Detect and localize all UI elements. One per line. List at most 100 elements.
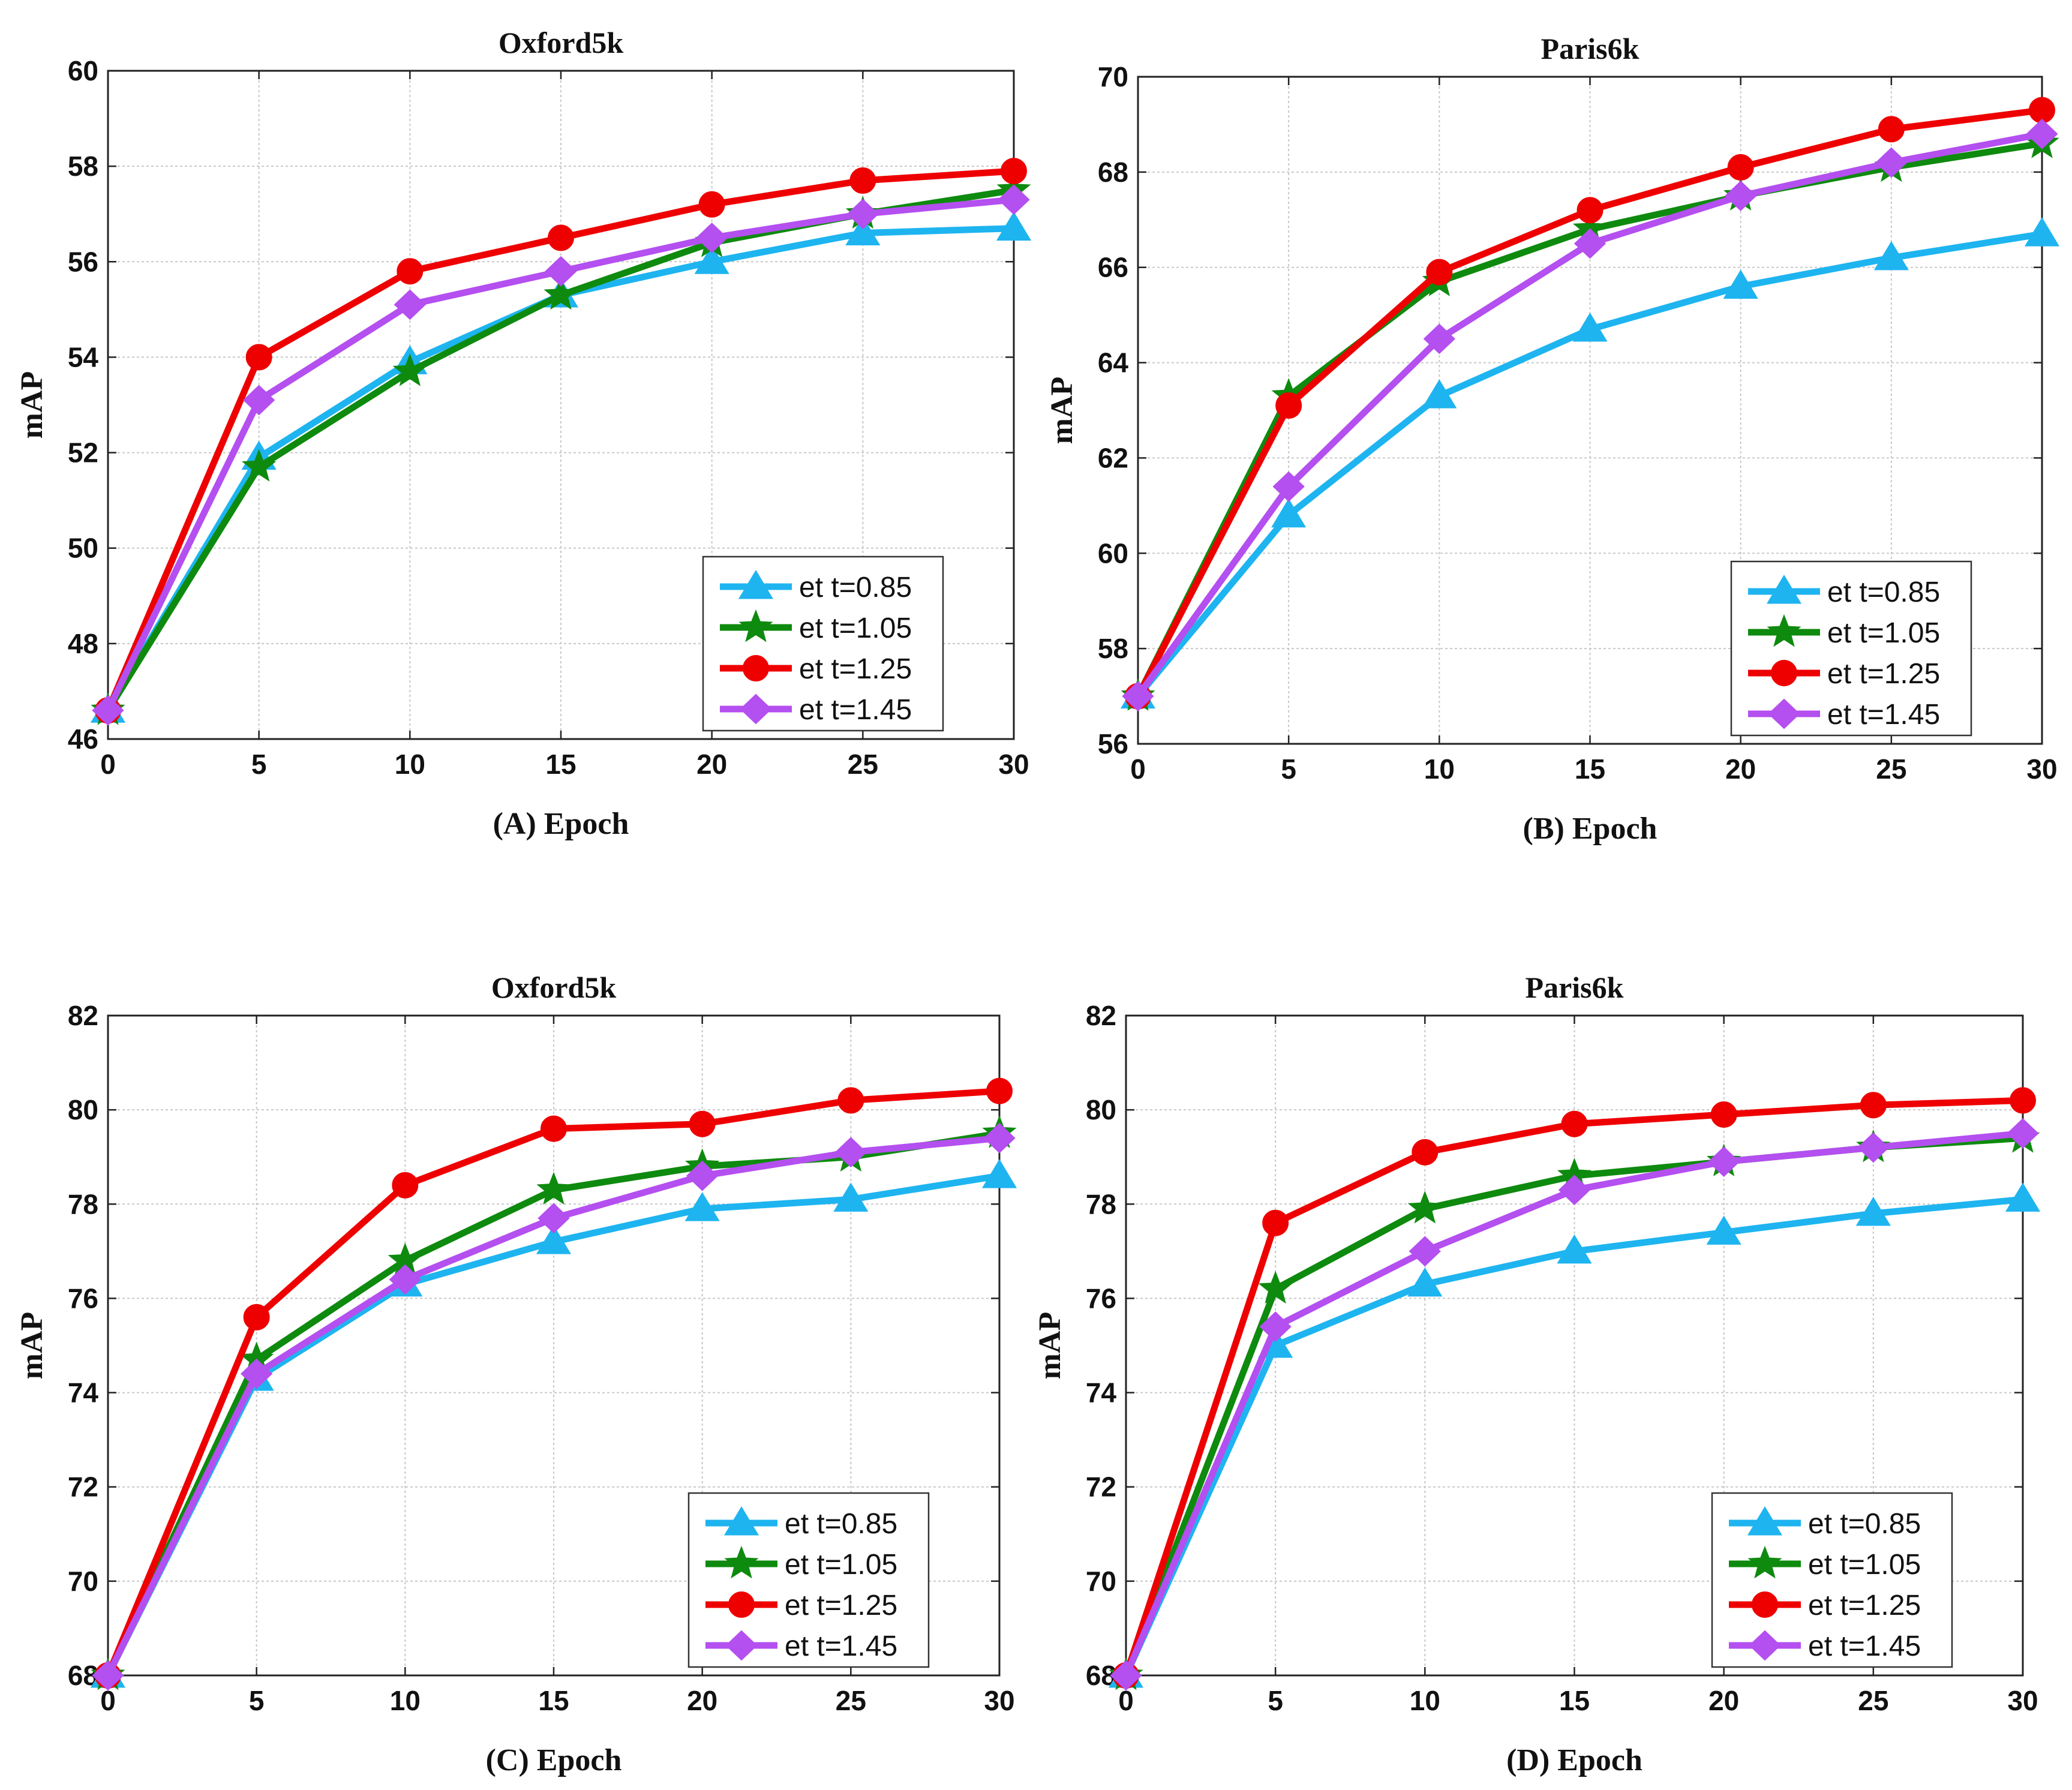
data-point — [1710, 1101, 1737, 1128]
chart-title: Paris6k — [1526, 971, 1624, 1004]
data-point — [1001, 158, 1027, 185]
data-point — [694, 245, 729, 274]
data-point — [92, 1660, 124, 1691]
data-point — [1271, 498, 1307, 528]
y-tick-label: 70 — [1086, 1566, 1116, 1597]
legend-item: et t=0.85 — [1729, 1506, 1921, 1540]
x-tick-label: 10 — [1410, 1685, 1440, 1716]
x-tick-label: 15 — [545, 749, 576, 780]
data-point — [1723, 269, 1758, 299]
data-point — [1412, 1139, 1439, 1166]
y-tick-label: 72 — [1086, 1471, 1116, 1503]
series-diamond — [92, 184, 1030, 726]
series-diamond — [1122, 118, 2058, 711]
data-point — [696, 223, 728, 253]
y-axis-label: mAP — [15, 371, 49, 439]
chart-title: Oxford5k — [499, 26, 624, 59]
data-point — [1426, 259, 1453, 286]
y-axis-label: mAP — [15, 1312, 49, 1380]
legend-label: et t=1.05 — [799, 612, 912, 644]
y-tick-label: 62 — [1098, 442, 1128, 473]
data-point — [1423, 323, 1455, 355]
data-point — [1409, 1236, 1441, 1267]
x-tick-label: 30 — [2007, 1685, 2038, 1716]
data-point — [845, 216, 881, 246]
y-tick-label: 66 — [1098, 252, 1128, 283]
data-point — [1572, 313, 1608, 342]
data-point — [392, 353, 427, 386]
data-point — [2007, 1118, 2039, 1149]
y-tick-label: 74 — [68, 1377, 99, 1408]
legend-item: et t=1.25 — [1748, 658, 1940, 690]
x-tick-label: 15 — [1559, 1685, 1590, 1716]
x-tick-label: 25 — [1876, 753, 1906, 785]
x-tick-label: 5 — [1268, 1685, 1283, 1716]
legend-label: et t=1.05 — [1827, 617, 1940, 649]
y-tick-label: 56 — [68, 246, 98, 277]
legend-item: et t=1.25 — [705, 1590, 897, 1621]
legend: et t=0.85 et t=1.05 et t=1.25 et t=1.45 — [702, 555, 944, 732]
legend-item: et t=1.45 — [720, 693, 912, 726]
y-tick-label: 58 — [68, 151, 98, 182]
y-tick-label: 48 — [68, 628, 98, 659]
data-point — [1407, 1191, 1442, 1224]
data-point — [243, 385, 275, 416]
legend-box — [1730, 560, 1972, 737]
legend-item: et t=1.05 — [705, 1545, 897, 1581]
data-point — [1561, 1110, 1588, 1137]
y-tick-label: 80 — [68, 1094, 98, 1125]
data-point — [1708, 1146, 1740, 1177]
data-point — [981, 1159, 1017, 1188]
axes-box — [107, 1014, 1001, 1677]
legend-item: et t=1.05 — [1729, 1545, 1921, 1581]
legend-swatch-marker — [740, 693, 772, 725]
data-point — [1706, 1215, 1741, 1245]
data-point — [833, 1182, 869, 1212]
data-point — [1259, 1311, 1292, 1342]
x-tick-label: 25 — [848, 749, 878, 780]
x-axis-label: (D) Epoch — [1506, 1743, 1642, 1777]
data-point — [536, 1172, 571, 1205]
data-point — [834, 1137, 867, 1168]
legend: et t=0.85 et t=1.05 et t=1.25 et t=1.45 — [1711, 1492, 1953, 1668]
y-axis-label: mAP — [1045, 377, 1079, 445]
x-tick-label: 5 — [249, 1685, 265, 1716]
data-point — [241, 1358, 273, 1389]
data-point — [1110, 1660, 1142, 1691]
x-tick-label: 10 — [390, 1685, 421, 1716]
data-point — [540, 1115, 567, 1142]
data-point — [846, 199, 879, 230]
legend-item: et t=1.25 — [720, 653, 912, 685]
data-point — [1855, 1197, 1891, 1226]
legend-item: et t=1.45 — [1729, 1630, 1921, 1662]
data-point — [2005, 1182, 2041, 1212]
x-tick-label: 20 — [1725, 753, 1756, 785]
legend-swatch-marker — [738, 609, 773, 642]
x-axis-label: (B) Epoch — [1523, 812, 1657, 846]
legend-item: et t=0.85 — [1748, 575, 1940, 608]
axes-box — [107, 70, 1015, 740]
data-point — [684, 1192, 720, 1221]
x-tick-label: 15 — [1575, 753, 1605, 785]
data-point — [1122, 681, 1154, 711]
data-point — [394, 289, 426, 320]
y-tick-label: 60 — [1098, 537, 1128, 569]
data-point — [1573, 228, 1606, 259]
y-tick-label: 64 — [1098, 347, 1129, 379]
data-point — [1878, 116, 1905, 143]
data-point — [698, 191, 725, 218]
series-circle — [1113, 1087, 2036, 1689]
data-point — [1873, 241, 1909, 271]
data-point — [1576, 197, 1603, 224]
legend-label: et t=1.05 — [785, 1549, 897, 1581]
y-tick-label: 82 — [1086, 1000, 1116, 1031]
data-point — [689, 1110, 716, 1137]
x-tick-label: 25 — [836, 1685, 866, 1716]
legend-label: et t=1.45 — [1808, 1630, 1921, 1662]
legend-label: et t=1.45 — [1827, 699, 1940, 731]
y-tick-label: 46 — [68, 723, 98, 755]
legend-swatch-marker — [1747, 1545, 1782, 1579]
y-tick-label: 72 — [68, 1471, 98, 1503]
x-tick-label: 20 — [1708, 1685, 1739, 1716]
